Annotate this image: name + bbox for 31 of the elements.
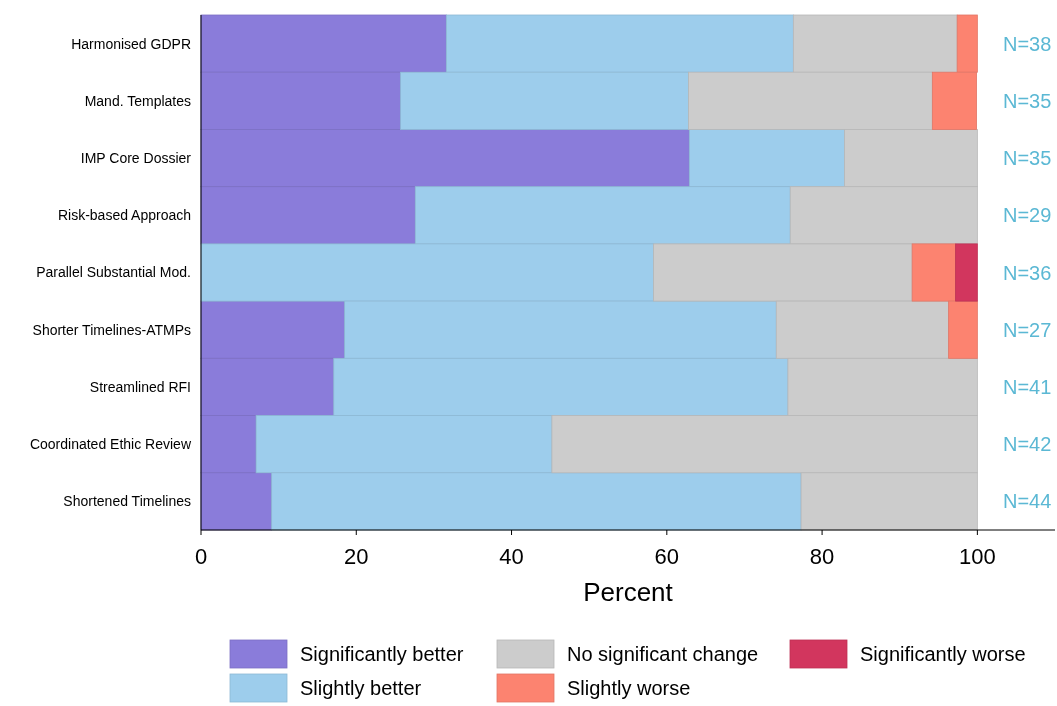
legend-label: Slightly better — [300, 677, 422, 699]
y-tick-label: Parallel Substantial Mod. — [36, 264, 191, 281]
annotation: N=35 — [1003, 89, 1052, 112]
x-tick-label: 20 — [344, 544, 369, 569]
annotation: N=36 — [1003, 261, 1052, 284]
y-tick-label: Mand. Templates — [84, 92, 191, 109]
x-tick-label: 0 — [194, 544, 208, 569]
legend-label: No significant change — [567, 643, 759, 665]
y-tick-label: Harmonised GDPR — [71, 35, 191, 52]
y-tick-label: Shorter Timelines-ATMPs — [32, 321, 191, 338]
annotation: N=38 — [1003, 32, 1052, 55]
annotation: N=42 — [1003, 433, 1052, 456]
x-axis-title: Percent — [583, 577, 674, 607]
y-tick-label: Risk-based Approach — [57, 207, 191, 224]
annotation: N=35 — [1003, 147, 1052, 170]
legend-label: Significantly worse — [860, 643, 1026, 665]
bar — [955, 243, 978, 302]
y-tick-label: Shortened Timelines — [63, 493, 191, 510]
annotation: N=44 — [1003, 490, 1052, 513]
annotation: N=27 — [1003, 318, 1052, 341]
y-tick-label: Streamlined RFI — [89, 378, 191, 395]
y-tick-label: Coordinated Ethic Review — [29, 436, 192, 453]
legend-label: Slightly worse — [567, 677, 691, 699]
annotation: N=41 — [1003, 375, 1052, 398]
legend-label: Significantly better — [300, 643, 464, 665]
y-tick-label: IMP Core Dossier — [80, 149, 192, 166]
x-tick-label: 40 — [499, 544, 524, 569]
x-tick-label: 100 — [959, 544, 996, 569]
x-tick-label: 60 — [654, 544, 680, 569]
x-tick-label: 80 — [809, 544, 835, 569]
annotation: N=29 — [1003, 204, 1052, 227]
